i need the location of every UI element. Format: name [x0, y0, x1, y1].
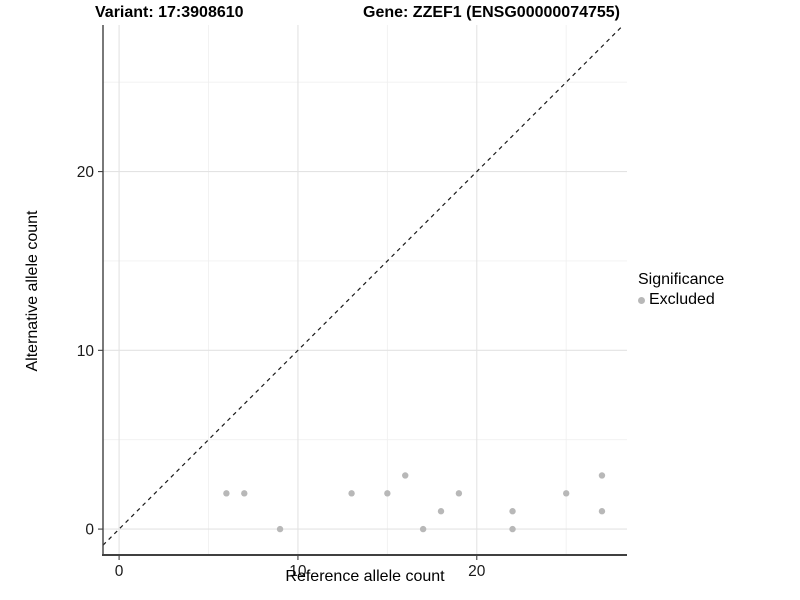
- x-axis-title: Reference allele count: [285, 568, 445, 585]
- data-point: [598, 508, 606, 515]
- legend-title: Significance: [638, 271, 725, 288]
- data-point: [402, 472, 409, 479]
- identity-line: [102, 24, 624, 546]
- gene-title: Gene: ZZEF1 (ENSG00000074755): [363, 4, 621, 21]
- x-tick-label: 10: [289, 563, 307, 580]
- data-point: [241, 490, 248, 497]
- y-tick-label: 10: [77, 343, 95, 360]
- data-point: [598, 472, 606, 479]
- data-point: [509, 508, 516, 515]
- legend: Significance Excluded: [638, 271, 724, 309]
- data-point: [419, 525, 427, 533]
- data-point: [437, 508, 445, 515]
- data-point: [384, 490, 391, 497]
- y-tick-label: 20: [77, 164, 95, 181]
- data-point: [276, 525, 284, 533]
- excluded-point-icon: [638, 296, 645, 304]
- legend-item-excluded: Excluded: [638, 291, 724, 309]
- data-point: [348, 490, 355, 497]
- legend-item-label: Excluded: [649, 291, 715, 308]
- x-tick-label: 0: [115, 563, 124, 580]
- data-point: [455, 490, 463, 497]
- data-point: [223, 490, 230, 497]
- data-point: [509, 525, 516, 533]
- y-tick-label: 0: [85, 522, 94, 539]
- y-axis-title: Alternative allele count: [24, 210, 41, 372]
- variant-title: Variant: 17:3908610: [95, 4, 244, 21]
- x-tick-label: 20: [468, 563, 486, 580]
- data-point: [562, 490, 570, 497]
